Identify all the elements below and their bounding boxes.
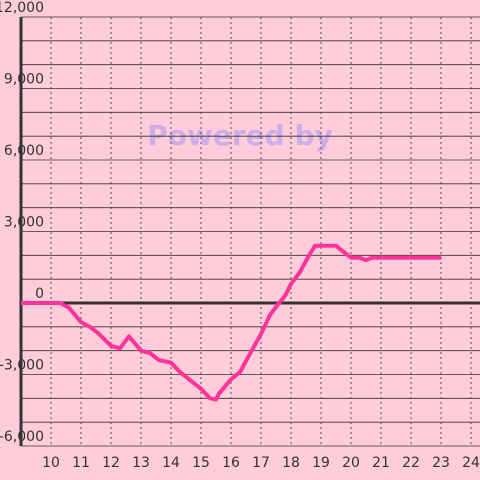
y-tick-label: -3,000 <box>0 358 44 374</box>
line <box>21 243 441 402</box>
y-tick-label: 6,000 <box>4 143 44 159</box>
x-tick-label: 19 <box>312 455 330 471</box>
y-tick-label: 9,000 <box>4 72 44 88</box>
y-tick-label: 12,000 <box>0 0 44 16</box>
x-tick-label: 24 <box>462 455 480 471</box>
x-tick-label: 16 <box>222 455 240 471</box>
x-tick-label: 21 <box>372 455 390 471</box>
y-tick-label: 0 <box>35 286 44 302</box>
y-tick-label: 3,000 <box>4 215 44 231</box>
x-tick-label: 22 <box>402 455 420 471</box>
x-tick-label: 15 <box>192 455 210 471</box>
x-tick-label: 13 <box>132 455 150 471</box>
y-tick-label: -6,000 <box>0 429 44 445</box>
x-tick-label: 12 <box>102 455 120 471</box>
x-tick-label: 17 <box>252 455 270 471</box>
x-tick-label: 23 <box>432 455 450 471</box>
x-tick-label: 14 <box>162 455 180 471</box>
x-tick-label: 10 <box>42 455 60 471</box>
watermark: Powered by <box>147 119 333 152</box>
x-tick-label: 18 <box>282 455 300 471</box>
x-tick-label: 11 <box>72 455 90 471</box>
x-tick-label: 20 <box>342 455 360 471</box>
